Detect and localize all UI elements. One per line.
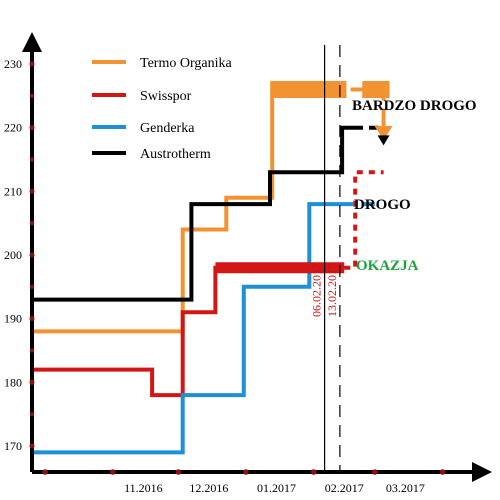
y-tick-label: 210 [4,184,22,198]
series-projection-swisspor [344,170,384,270]
x-tick-dot [42,469,48,475]
reference-line-label: 06.02.2017 [310,263,324,317]
x-axis-arrow [472,462,492,482]
x-tick-dot [439,469,446,475]
y-tick-dot [29,220,35,226]
annotation-bardzo-drogo: BARDZO DROGO [352,98,477,114]
legend-label-austrotherm: Austrotherm [140,147,211,162]
y-tick-dot [29,125,35,131]
y-tick-dot [29,157,35,162]
legend-label-genderka: Genderka [140,121,195,136]
y-tick-dot [29,316,35,322]
x-tick-dot [243,469,249,475]
y-tick-dot [29,93,35,99]
reference-line-label: 13.02.2017 [325,263,339,317]
y-tick-label: 200 [4,248,22,262]
annotation-okazja: OKAZJA [356,258,419,274]
y-tick-label: 180 [4,375,22,389]
x-tick-label: 02.2017 [325,481,364,495]
x-tick-dot [310,469,317,475]
x-tick-label: 12.2016 [189,481,228,495]
y-tick-dot [29,348,35,353]
x-tick-label: 11.2016 [124,481,163,495]
series-line-swisspor [32,265,345,398]
x-tick-label: 01.2017 [257,481,296,495]
annotation-drogo: DROGO [354,197,411,213]
y-tick-label: 170 [4,439,22,453]
y-axis-arrow [22,32,42,52]
series-line-austrotherm [32,125,353,302]
y-tick-label: 220 [4,121,22,135]
legend-label-swisspor: Swisspor [140,89,192,104]
x-tick-dot [175,469,182,475]
x-tick-dot [372,469,378,475]
y-tick-dot [29,443,35,449]
y-tick-dot [29,284,35,290]
series-line-genderka [32,202,340,455]
y-tick-label: 230 [4,57,22,71]
series-projection-arrow-austrotherm [377,135,390,146]
y-tick-dot [29,188,35,194]
y-tick-dot [29,379,35,385]
y-tick-dot [29,252,35,258]
x-tick-dot [109,469,116,475]
series-projection-arrow-termo-organika [374,126,393,141]
y-tick-dot [29,61,35,67]
y-tick-dot [29,411,35,417]
y-tick-label: 190 [4,312,22,326]
legend-label-termo-organika: Termo Organika [140,56,232,71]
x-tick-label: 03.2017 [386,481,425,495]
